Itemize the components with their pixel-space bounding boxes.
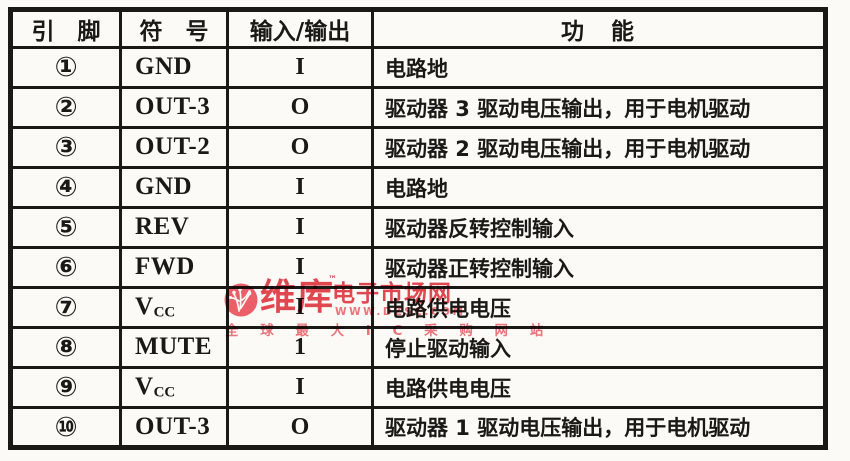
io-cell: 1 bbox=[226, 326, 374, 369]
io-cell: I bbox=[226, 366, 374, 409]
table-row: ③ OUT-2 O 驱动器 2 驱动电压输出，用于电机驱动 bbox=[9, 126, 827, 169]
symbol-cell: REV bbox=[119, 206, 229, 249]
table-row: ⑨ VCC I 电路供电电压 bbox=[9, 366, 827, 409]
table-row: ⑧ MUTE 1 停止驱动输入 bbox=[9, 326, 827, 369]
pin-cell: ② bbox=[9, 86, 122, 129]
col-header-function: 功 能 bbox=[371, 8, 827, 49]
col-header-pin: 引 脚 bbox=[9, 8, 122, 49]
pin-cell: ⑩ bbox=[9, 406, 122, 449]
pin-cell: ① bbox=[9, 46, 122, 89]
symbol-cell: MUTE bbox=[119, 326, 229, 369]
io-cell: I bbox=[226, 166, 374, 209]
function-cell: 电路地 bbox=[371, 46, 827, 89]
io-cell: I bbox=[226, 246, 374, 289]
pin-cell: ⑥ bbox=[9, 246, 122, 289]
function-cell: 驱动器 3 驱动电压输出，用于电机驱动 bbox=[371, 86, 827, 129]
table-row: ④ GND I 电路地 bbox=[9, 166, 827, 209]
header-row: 引 脚 符 号 输入/输出 功 能 bbox=[9, 8, 827, 49]
function-cell: 驱动器 1 驱动电压输出，用于电机驱动 bbox=[371, 406, 827, 449]
symbol-cell: OUT-3 bbox=[119, 86, 229, 129]
table-row: ① GND I 电路地 bbox=[9, 46, 827, 89]
col-header-io: 输入/输出 bbox=[226, 8, 374, 49]
io-cell: O bbox=[226, 126, 374, 169]
function-cell: 电路供电电压 bbox=[371, 366, 827, 409]
pin-function-table: 引 脚 符 号 输入/输出 功 能 ① GND I 电路地 ② OUT-3 O … bbox=[8, 7, 828, 450]
pin-cell: ⑦ bbox=[9, 286, 122, 329]
function-cell: 驱动器反转控制输入 bbox=[371, 206, 827, 249]
table-row: ⑩ OUT-3 O 驱动器 1 驱动电压输出，用于电机驱动 bbox=[9, 406, 827, 449]
pin-cell: ⑨ bbox=[9, 366, 122, 409]
function-cell: 停止驱动输入 bbox=[371, 326, 827, 369]
table-row: ② OUT-3 O 驱动器 3 驱动电压输出，用于电机驱动 bbox=[9, 86, 827, 129]
symbol-cell: OUT-2 bbox=[119, 126, 229, 169]
col-header-symbol: 符 号 bbox=[119, 8, 229, 49]
pin-cell: ③ bbox=[9, 126, 122, 169]
table-row: ⑥ FWD I 驱动器正转控制输入 bbox=[9, 246, 827, 289]
pin-cell: ⑤ bbox=[9, 206, 122, 249]
pin-cell: ⑧ bbox=[9, 326, 122, 369]
function-cell: 电路地 bbox=[371, 166, 827, 209]
symbol-cell: FWD bbox=[119, 246, 229, 289]
function-cell: 电路供电电压 bbox=[371, 286, 827, 329]
symbol-cell: GND bbox=[119, 166, 229, 209]
io-cell: O bbox=[226, 406, 374, 449]
symbol-cell: VCC bbox=[119, 286, 229, 329]
io-cell: O bbox=[226, 86, 374, 129]
function-cell: 驱动器 2 驱动电压输出，用于电机驱动 bbox=[371, 126, 827, 169]
symbol-cell: OUT-3 bbox=[119, 406, 229, 449]
symbol-cell: VCC bbox=[119, 366, 229, 409]
io-cell: I bbox=[226, 206, 374, 249]
table-row: ⑤ REV I 驱动器反转控制输入 bbox=[9, 206, 827, 249]
io-cell: I bbox=[226, 46, 374, 89]
function-cell: 驱动器正转控制输入 bbox=[371, 246, 827, 289]
symbol-cell: GND bbox=[119, 46, 229, 89]
io-cell: I bbox=[226, 286, 374, 329]
table-row: ⑦ VCC I 电路供电电压 bbox=[9, 286, 827, 329]
pin-cell: ④ bbox=[9, 166, 122, 209]
